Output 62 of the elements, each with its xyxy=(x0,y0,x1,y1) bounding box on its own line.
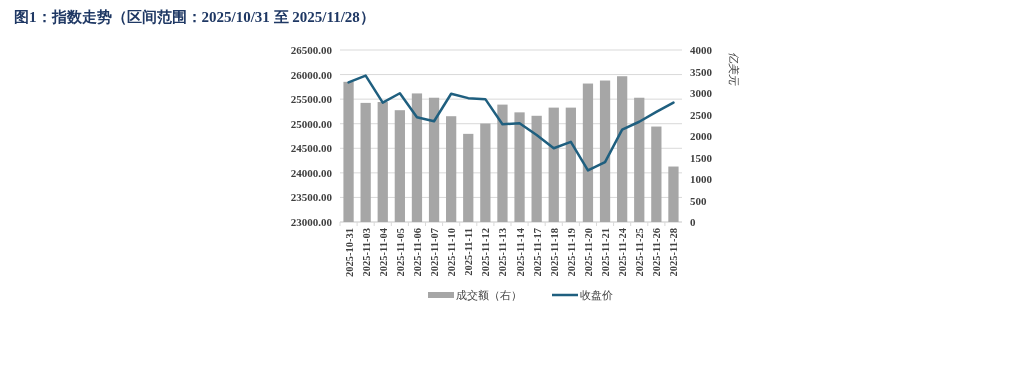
bar xyxy=(446,116,457,222)
line-series xyxy=(347,74,675,172)
x-tick-label: 2025-11-11 xyxy=(463,228,475,276)
y-tick-label: 26000.00 xyxy=(290,68,333,81)
x-tick-label: 2025-11-17 xyxy=(531,228,543,277)
y2-tick-label: 4000 xyxy=(690,44,713,56)
bar xyxy=(582,83,594,222)
bar xyxy=(343,81,354,222)
x-tick-label: 2025-11-25 xyxy=(634,228,646,277)
bar xyxy=(651,126,662,222)
bar xyxy=(599,80,611,222)
y-tick-label: 23000.00 xyxy=(290,216,333,228)
bar xyxy=(480,123,491,222)
y2-tick-label: 500 xyxy=(690,194,707,207)
y-tick-label: 24000.00 xyxy=(290,166,333,179)
x-tick-label: 2025-11-10 xyxy=(446,228,458,277)
bar xyxy=(463,133,474,222)
bar xyxy=(634,97,645,222)
y-tick-label: 25000.00 xyxy=(290,117,333,130)
x-tick-label: 2025-10-31 xyxy=(343,228,355,277)
bar xyxy=(548,107,559,222)
legend-label: 收盘价 xyxy=(580,289,613,301)
bar xyxy=(668,166,679,222)
bar xyxy=(394,110,405,222)
y2-tick-label: 1500 xyxy=(690,151,713,164)
bar xyxy=(531,115,542,222)
y2-tick-label: 1000 xyxy=(690,173,713,185)
bar xyxy=(514,112,525,222)
x-tick-label: 2025-11-20 xyxy=(582,228,594,277)
y2-tick-label: 3500 xyxy=(690,65,713,78)
bar xyxy=(565,107,576,222)
y-tick-label: 23500.00 xyxy=(290,191,333,204)
x-tick-label: 2025-11-19 xyxy=(565,228,577,277)
x-tick-label: 2025-11-07 xyxy=(429,228,441,277)
y2-tick-label: 0 xyxy=(690,216,696,228)
x-tick-label: 2025-11-21 xyxy=(600,228,612,277)
x-tick-label: 2025-11-28 xyxy=(668,228,680,277)
x-tick-label: 2025-11-06 xyxy=(411,228,423,277)
x-tick-label: 2025-11-18 xyxy=(548,228,560,277)
y-tick-label: 26500.00 xyxy=(290,44,333,56)
x-tick-label: 2025-11-04 xyxy=(377,227,389,277)
x-tick-label: 2025-11-26 xyxy=(651,228,663,277)
x-tick-label: 2025-11-05 xyxy=(394,228,406,277)
x-tick-label: 2025-11-24 xyxy=(617,227,629,277)
x-tick-label: 2025-11-03 xyxy=(360,228,372,277)
x-tick-label: 2025-11-13 xyxy=(497,228,509,277)
legend-label: 成交额（右） xyxy=(456,289,522,301)
text: 图1：指数走势（区间范围：2025/10/31 至 2025/11/28） xyxy=(14,9,375,25)
bar xyxy=(617,76,628,222)
bar xyxy=(428,97,440,222)
x-tick-label: 2025-11-12 xyxy=(480,228,492,277)
y2-tick-label: 2500 xyxy=(690,108,713,121)
y2-tick-label: 3000 xyxy=(690,87,713,99)
bar xyxy=(497,104,508,222)
bar xyxy=(411,93,423,222)
bar xyxy=(377,102,388,222)
x-tick-label: 2025-11-14 xyxy=(514,227,526,277)
y2-tick-label: 2000 xyxy=(690,130,713,142)
y-tick-label: 25500.00 xyxy=(290,93,333,106)
bar xyxy=(360,102,371,222)
y2-axis-title: 亿美元 xyxy=(728,51,740,86)
y-tick-label: 24500.00 xyxy=(290,142,333,155)
